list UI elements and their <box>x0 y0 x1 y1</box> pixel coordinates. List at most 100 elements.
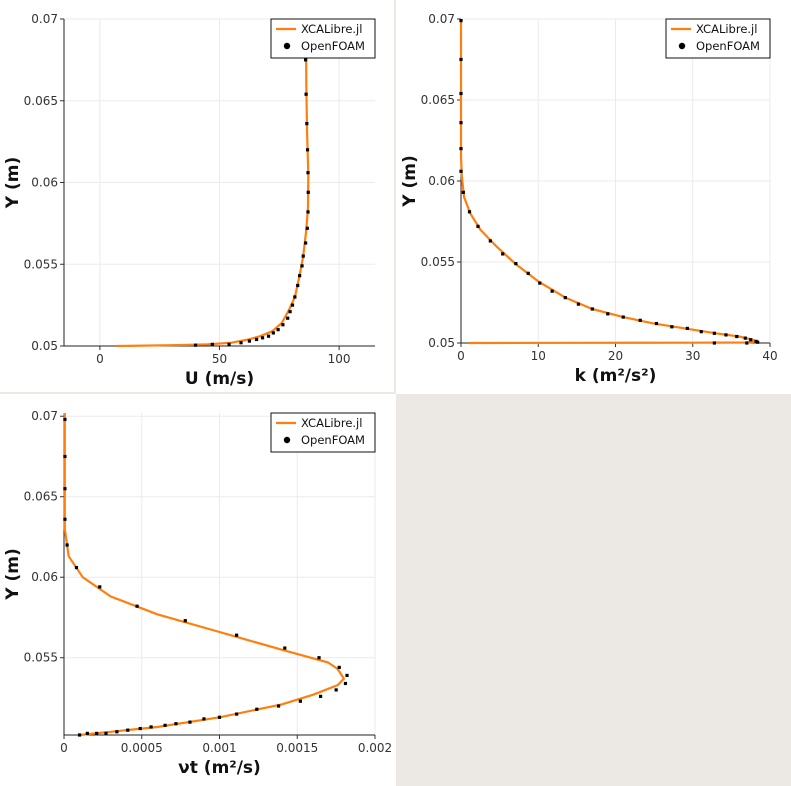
data-point-openfoam <box>296 283 300 288</box>
data-point-openfoam <box>305 122 309 126</box>
y-tick-label: 0.05 <box>31 339 58 353</box>
x-tick-label: 40 <box>762 349 777 363</box>
legend-label-xcalibre: XCALibre.jl <box>301 22 362 36</box>
data-point-openfoam <box>193 343 198 347</box>
data-point-openfoam <box>95 731 99 735</box>
data-point-openfoam <box>305 226 309 230</box>
data-point-openfoam <box>239 341 243 345</box>
y-tick-label: 0.055 <box>24 651 58 665</box>
data-point-openfoam <box>563 296 567 300</box>
data-point-openfoam <box>254 337 259 342</box>
legend-label-xcalibre: XCALibre.jl <box>301 416 362 430</box>
data-point-openfoam <box>260 336 265 340</box>
data-point-openfoam <box>745 341 749 345</box>
data-point-openfoam <box>304 92 308 96</box>
data-point-openfoam <box>590 307 594 311</box>
data-point-openfoam <box>77 733 82 737</box>
data-point-openfoam <box>290 303 295 307</box>
data-point-openfoam <box>63 417 67 422</box>
data-point-openfoam <box>104 731 108 735</box>
data-point-openfoam <box>235 712 239 716</box>
empty-panel <box>396 394 791 786</box>
data-point-openfoam <box>276 704 281 708</box>
legend-box <box>270 412 376 453</box>
data-point-openfoam <box>712 331 716 335</box>
data-point-openfoam <box>743 336 747 340</box>
x-tick-label: 0 <box>457 349 465 363</box>
data-point-openfoam <box>337 665 341 669</box>
y-tick-label: 0.065 <box>421 93 455 107</box>
x-tick-label: 0.002 <box>358 741 392 755</box>
data-point-openfoam <box>298 699 302 703</box>
legend-box <box>665 18 771 59</box>
x-tick-label: 20 <box>608 349 623 363</box>
data-point-openfoam <box>306 210 310 214</box>
data-point-openfoam <box>74 565 79 570</box>
data-point-openfoam <box>318 694 323 698</box>
data-point-openfoam <box>461 190 465 194</box>
x-tick-label: 0.0005 <box>121 741 163 755</box>
data-point-openfoam <box>306 171 310 175</box>
data-point-openfoam <box>115 730 119 734</box>
data-point-openfoam <box>459 91 463 96</box>
x-tick-label: 0.001 <box>202 741 236 755</box>
data-point-openfoam <box>459 57 463 62</box>
data-point-openfoam <box>459 19 463 23</box>
y-tick-label: 0.05 <box>428 336 455 350</box>
chart-3: 0 0.0005 0.001 0.0015 0.002 0.055 0.06 0.065 0.0… <box>3 409 392 778</box>
legend: XCALibre.jl OpenFOAM <box>270 18 376 59</box>
legend-point-swatch <box>283 42 291 50</box>
data-point-openfoam <box>227 342 231 346</box>
data-point-openfoam <box>749 338 753 342</box>
data-point-openfoam <box>514 262 518 266</box>
x-axis-label: νt (m²/s) <box>178 758 261 778</box>
data-point-openfoam <box>202 717 206 721</box>
data-point-openfoam <box>638 318 642 322</box>
data-point-openfoam <box>63 454 67 459</box>
data-point-openfoam <box>304 58 308 62</box>
data-point-openfoam <box>735 334 739 339</box>
y-tick-label: 0.065 <box>24 94 58 108</box>
data-point-openfoam <box>621 315 625 319</box>
x-axis-label: k (m²/s²) <box>575 366 657 386</box>
chart-1: 0 50 100 0.05 0.055 0.06 0.065 0.07 U (m/s) Y (m)… <box>3 12 376 389</box>
y-tick-label: 0.065 <box>24 490 58 504</box>
y-axis-label: Y (m) <box>3 157 23 209</box>
data-point-openfoam <box>98 585 102 589</box>
data-point-openfoam <box>459 169 463 173</box>
data-point-openfoam <box>138 726 142 731</box>
x-tick-label: 10 <box>531 349 546 363</box>
data-point-openfoam <box>286 316 290 320</box>
data-point-openfoam <box>345 673 349 678</box>
legend-point-swatch <box>283 436 291 444</box>
data-point-openfoam <box>488 239 492 243</box>
data-point-openfoam <box>288 310 292 314</box>
y-tick-label: 0.07 <box>428 12 455 26</box>
series-line-xcalibre <box>63 413 345 737</box>
data-point-openfoam <box>712 341 716 345</box>
data-point-openfoam <box>670 325 674 329</box>
data-point-openfoam <box>654 321 659 326</box>
data-point-openfoam <box>85 731 89 735</box>
data-point-openfoam <box>550 289 554 293</box>
panel-divider <box>0 392 396 394</box>
data-point-openfoam <box>210 342 214 346</box>
data-point-openfoam <box>266 334 271 338</box>
data-point-openfoam <box>235 633 239 637</box>
x-tick-label: 0 <box>60 741 68 755</box>
data-point-openfoam <box>459 121 463 125</box>
data-point-openfoam <box>305 148 310 152</box>
data-point-openfoam <box>247 339 252 343</box>
data-point-openfoam <box>476 224 480 228</box>
legend-label-openfoam: OpenFOAM <box>301 39 365 53</box>
data-point-openfoam <box>304 241 308 245</box>
data-point-openfoam <box>685 326 689 331</box>
data-point-openfoam <box>606 312 610 316</box>
data-point-openfoam <box>501 252 505 256</box>
x-axis-label: U (m/s) <box>185 369 254 389</box>
data-point-openfoam <box>756 340 760 344</box>
y-axis-label: Y (m) <box>400 155 420 207</box>
data-point-openfoam <box>283 646 287 650</box>
chart-2: 0 10 20 30 40 0.05 0.055 0.06 0.065 0.07 k (m²/s²)… <box>400 12 778 386</box>
